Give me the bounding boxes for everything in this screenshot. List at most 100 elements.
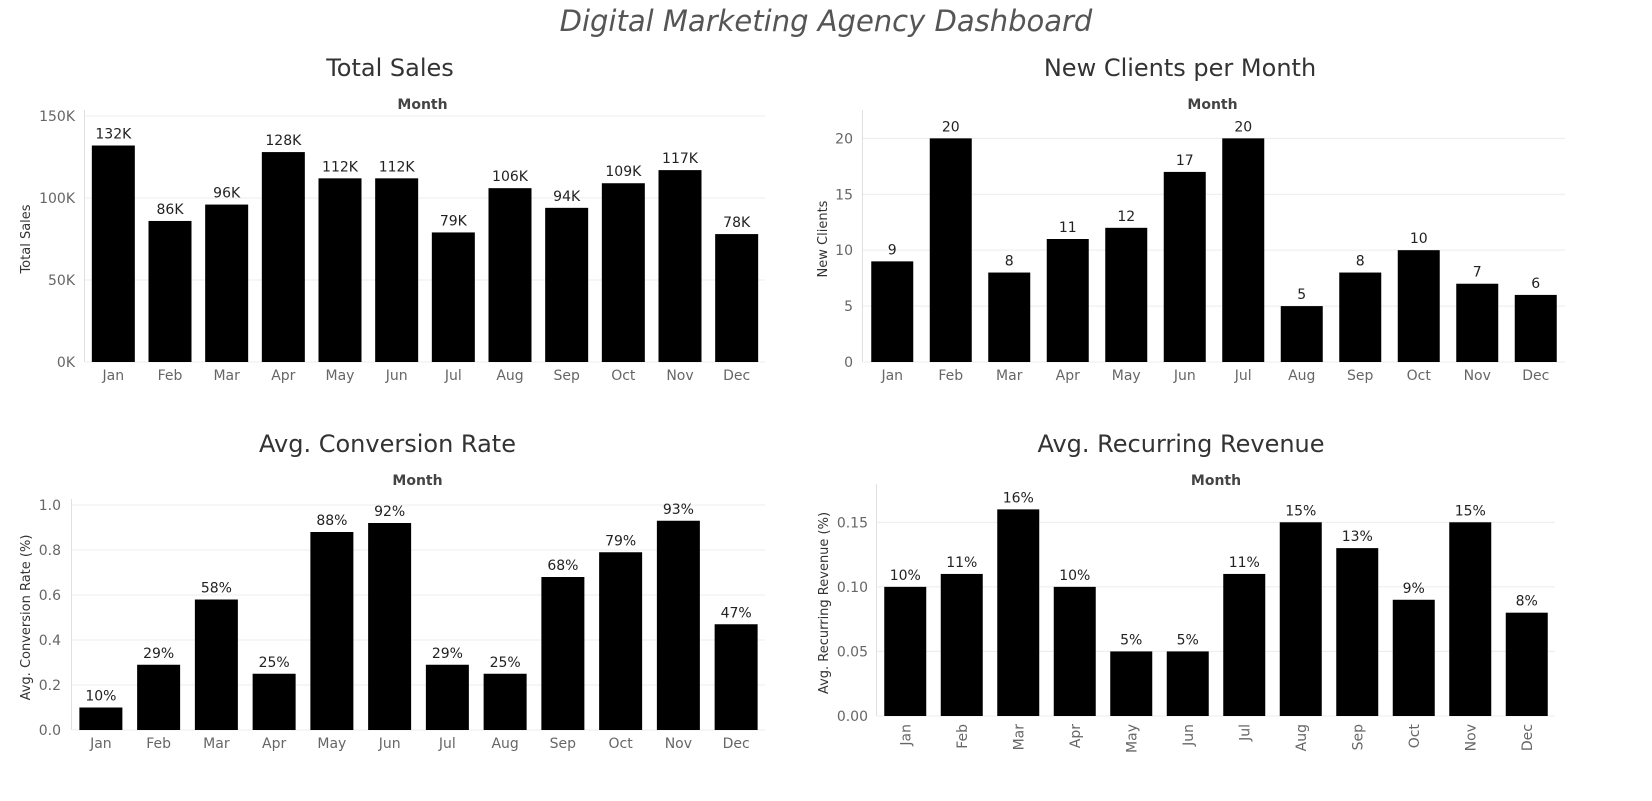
new-clients-x-tick-label: Nov: [1464, 368, 1491, 384]
new-clients-value-label: 9: [888, 242, 897, 258]
total-sales-x-tick-label: Apr: [271, 368, 295, 384]
total-sales-value-label: 112K: [379, 159, 416, 175]
recurring-revenue-value-label: 8%: [1516, 594, 1538, 610]
total-sales-x-tick-label: Dec: [723, 368, 750, 384]
recurring-revenue-x-tick-label: Jun: [1181, 724, 1197, 747]
new-clients-x-tick-label: Sep: [1347, 368, 1374, 384]
new-clients-x-tick-label: Feb: [938, 368, 963, 384]
total-sales-x-tick-label: Jan: [102, 368, 125, 384]
new-clients-value-label: 20: [942, 119, 960, 135]
conversion-rate-value-label: 92%: [374, 504, 405, 520]
recurring-revenue-bar: [1449, 522, 1492, 716]
new-clients-value-label: 20: [1234, 119, 1252, 135]
conversion-rate-bar: [79, 707, 123, 730]
total-sales-title: Total Sales: [326, 54, 454, 82]
new-clients-x-axis-label: Month: [1187, 97, 1238, 113]
recurring-revenue-value-label: 11%: [946, 555, 977, 571]
recurring-revenue-value-label: 11%: [1229, 555, 1260, 571]
conversion-rate-x-tick-label: Dec: [723, 736, 750, 752]
recurring-revenue-bar: [940, 573, 983, 716]
conversion-rate-bar: [425, 664, 469, 730]
new-clients-x-tick-label: Dec: [1522, 368, 1549, 384]
conversion-rate-bar: [137, 664, 181, 730]
recurring-revenue-x-tick-label: Mar: [1011, 724, 1027, 751]
total-sales-bar: [375, 178, 419, 362]
conversion-rate-value-label: 25%: [259, 655, 290, 671]
new-clients-x-tick-label: Aug: [1288, 368, 1315, 384]
conversion-rate-bar: [194, 599, 238, 730]
new-clients-y-tick-label: 5: [844, 299, 853, 315]
total-sales-value-label: 96K: [213, 186, 241, 202]
recurring-revenue-bar: [997, 509, 1040, 716]
recurring-revenue-x-tick-label: Apr: [1068, 724, 1084, 748]
recurring-revenue-y-tick-label: 0.15: [837, 515, 868, 531]
conversion-rate-y-tick-label: 0.8: [39, 543, 61, 559]
conversion-rate-x-tick-label: Sep: [550, 736, 577, 752]
conversion-rate-chart: 0.0 0.2 0.4 0.6 0.8 1.0 Avg. Conversion Rate (…: [19, 498, 765, 752]
total-sales-value-label: 86K: [157, 202, 185, 218]
total-sales-x-tick-label: Jul: [444, 368, 462, 384]
total-sales-x-tick-label: Mar: [213, 368, 240, 384]
new-clients-bar: [1105, 227, 1148, 362]
new-clients-y-tick-label: 15: [835, 187, 853, 203]
recurring-revenue-bar: [1053, 586, 1096, 716]
total-sales-value-label: 112K: [322, 159, 359, 175]
recurring-revenue-value-label: 10%: [1059, 568, 1090, 584]
conversion-rate-bar: [368, 523, 412, 730]
recurring-revenue-bar: [1166, 651, 1209, 716]
new-clients-value-label: 6: [1531, 276, 1540, 292]
conversion-rate-value-label: 79%: [605, 533, 636, 549]
conversion-rate-x-tick-label: Jul: [438, 736, 456, 752]
conversion-rate-x-tick-label: Jun: [378, 736, 401, 752]
new-clients-value-label: 11: [1059, 220, 1077, 236]
new-clients-bar: [1456, 283, 1499, 362]
new-clients-x-tick-label: Mar: [996, 368, 1023, 384]
new-clients-value-label: 8: [1005, 254, 1014, 270]
conversion-rate-bar: [310, 532, 354, 730]
total-sales-value-label: 78K: [723, 215, 751, 231]
recurring-revenue-bar: [1336, 548, 1379, 716]
new-clients-bar: [929, 138, 972, 362]
recurring-revenue-value-label: 5%: [1177, 632, 1199, 648]
total-sales-bar: [318, 178, 362, 362]
recurring-revenue-value-label: 5%: [1120, 632, 1142, 648]
new-clients-bar: [1046, 239, 1089, 362]
total-sales-y-tick-label: 0K: [57, 355, 76, 371]
conversion-rate-value-label: 29%: [432, 646, 463, 662]
conversion-rate-y-axis-label: Avg. Conversion Rate (%): [19, 535, 34, 701]
new-clients-y-tick-label: 10: [835, 243, 853, 259]
new-clients-bar: [1222, 138, 1265, 362]
recurring-revenue-bar: [1505, 612, 1548, 716]
total-sales-value-label: 132K: [95, 127, 132, 143]
recurring-revenue-x-tick-label: Aug: [1294, 724, 1310, 751]
new-clients-y-axis-label: New Clients: [816, 200, 831, 277]
conversion-rate-value-label: 47%: [721, 605, 752, 621]
recurring-revenue-panel: Avg. Recurring Revenue Month 0.00 0.05 0.1…: [805, 428, 1652, 798]
conversion-rate-bar: [541, 577, 585, 730]
recurring-revenue-bar: [1110, 651, 1153, 716]
recurring-revenue-value-label: 13%: [1342, 529, 1373, 545]
recurring-revenue-bar: [884, 586, 927, 716]
conversion-rate-title: Avg. Conversion Rate: [259, 430, 516, 458]
recurring-revenue-y-axis-label: Avg. Recurring Revenue (%): [817, 512, 832, 694]
conversion-rate-y-tick-label: 0.2: [39, 678, 61, 694]
total-sales-chart: 0K 50K 100K 150K Total Sales 132K Jan 86K Feb 96K…: [19, 109, 765, 384]
dashboard-title: Digital Marketing Agency Dashboard: [559, 4, 1093, 38]
new-clients-x-tick-label: May: [1112, 368, 1141, 384]
recurring-revenue-x-tick-label: Feb: [955, 724, 971, 749]
recurring-revenue-value-label: 15%: [1455, 503, 1486, 519]
conversion-rate-y-tick-label: 1.0: [39, 498, 61, 514]
recurring-revenue-x-tick-label: Jan: [898, 724, 914, 747]
new-clients-chart: 0 5 10 15 20 New Clients 9 Jan 20 Feb 8 Mar 11 Apr 12 M…: [816, 110, 1565, 384]
total-sales-bar: [488, 188, 532, 362]
total-sales-x-tick-label: Sep: [553, 368, 580, 384]
conversion-rate-bar: [252, 673, 296, 730]
total-sales-bar: [601, 183, 645, 362]
conversion-rate-value-label: 93%: [663, 502, 694, 518]
conversion-rate-value-label: 58%: [201, 581, 232, 597]
total-sales-bar: [91, 145, 135, 362]
new-clients-value-label: 7: [1473, 265, 1482, 281]
total-sales-x-tick-label: Nov: [666, 368, 693, 384]
new-clients-panel: New Clients per Month Month 0 5 10 15 20 New …: [805, 50, 1652, 395]
recurring-revenue-value-label: 9%: [1403, 581, 1425, 597]
